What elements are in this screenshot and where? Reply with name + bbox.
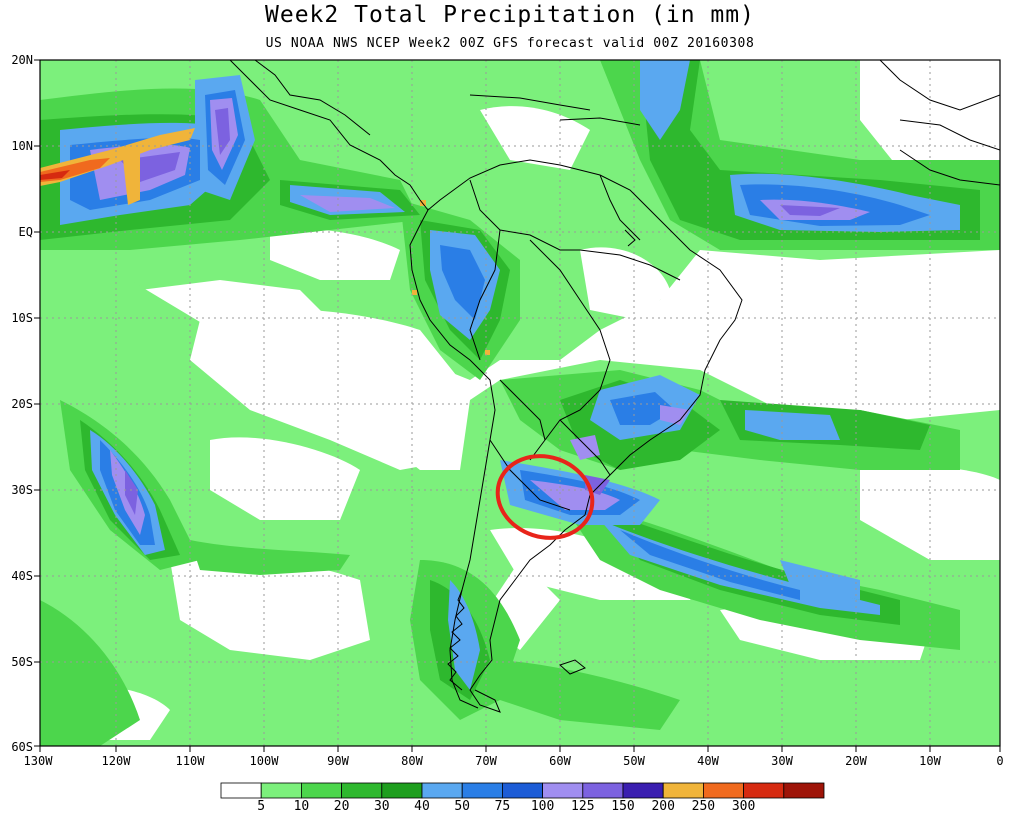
map-frame bbox=[39, 59, 1001, 747]
lat-label-10s: 10S bbox=[11, 311, 33, 325]
legend-threshold-label: 10 bbox=[293, 799, 310, 814]
precip-fields bbox=[40, 60, 1000, 746]
legend-swatch bbox=[622, 782, 664, 799]
legend-threshold-label: 50 bbox=[454, 799, 471, 814]
lon-label-50w: 50W bbox=[623, 754, 645, 768]
lon-label-130w: 130W bbox=[23, 754, 53, 768]
lat-label-20n: 20N bbox=[11, 53, 33, 67]
legend-swatch bbox=[341, 782, 383, 799]
lon-label-20w: 20W bbox=[845, 754, 867, 768]
legend-threshold-label: 250 bbox=[691, 799, 716, 814]
legend-swatch bbox=[662, 782, 704, 799]
lon-label-80w: 80W bbox=[401, 754, 423, 768]
graticule bbox=[40, 60, 1000, 746]
lon-label-30w: 30W bbox=[771, 754, 793, 768]
legend-threshold-label: 125 bbox=[571, 799, 595, 814]
lat-label-10n: 10N bbox=[11, 139, 33, 153]
lon-label-110w: 110W bbox=[175, 754, 205, 768]
legend-swatch bbox=[300, 782, 342, 799]
legend-swatch bbox=[542, 782, 584, 799]
lat-label-40s: 40S bbox=[11, 569, 33, 583]
lat-label-50s: 50S bbox=[11, 655, 33, 669]
lon-label-40w: 40W bbox=[697, 754, 719, 768]
lat-label-eq: EQ bbox=[18, 225, 33, 239]
legend-threshold-label: 30 bbox=[373, 799, 390, 814]
lon-label-100w: 100W bbox=[249, 754, 279, 768]
legend-threshold-label: 200 bbox=[651, 799, 675, 814]
map-title: Week2 Total Precipitation (in mm) bbox=[265, 2, 755, 28]
color-legend bbox=[220, 782, 825, 799]
lon-label-60w: 60W bbox=[549, 754, 571, 768]
lat-label-20s: 20S bbox=[11, 397, 33, 411]
lon-label-120w: 120W bbox=[101, 754, 131, 768]
legend-threshold-label: 40 bbox=[414, 799, 430, 814]
legend-swatch bbox=[381, 782, 423, 799]
coastlines bbox=[229, 60, 1000, 713]
legend-threshold-label: 150 bbox=[611, 799, 635, 814]
legend-threshold-label: 100 bbox=[530, 799, 555, 814]
highlight-ellipse bbox=[495, 454, 595, 540]
lon-label-70w: 70W bbox=[475, 754, 497, 768]
legend-threshold-label: 5 bbox=[257, 799, 266, 814]
map-subtitle: US NOAA NWS NCEP Week2 00Z GFS forecast … bbox=[265, 36, 755, 51]
legend-swatch bbox=[461, 782, 503, 799]
lon-label-10w: 10W bbox=[919, 754, 941, 768]
legend-swatch bbox=[703, 782, 745, 799]
lon-label-90w: 90W bbox=[327, 754, 349, 768]
legend-swatch bbox=[501, 782, 543, 799]
legend-swatch bbox=[582, 782, 624, 799]
lon-label-0: 0 bbox=[996, 754, 1004, 768]
legend-threshold-label: 300 bbox=[731, 799, 756, 814]
legend-swatch bbox=[260, 782, 302, 799]
legend-threshold-label: 20 bbox=[333, 799, 350, 814]
legend-swatch bbox=[783, 782, 825, 799]
axis-ticks bbox=[34, 59, 1001, 752]
legend-swatch bbox=[220, 782, 262, 799]
legend-threshold-label: 75 bbox=[494, 799, 511, 814]
legend-swatch bbox=[421, 782, 463, 799]
legend-swatch bbox=[743, 782, 785, 799]
lat-label-60s: 60S bbox=[11, 740, 33, 754]
lat-label-30s: 30S bbox=[11, 483, 33, 497]
